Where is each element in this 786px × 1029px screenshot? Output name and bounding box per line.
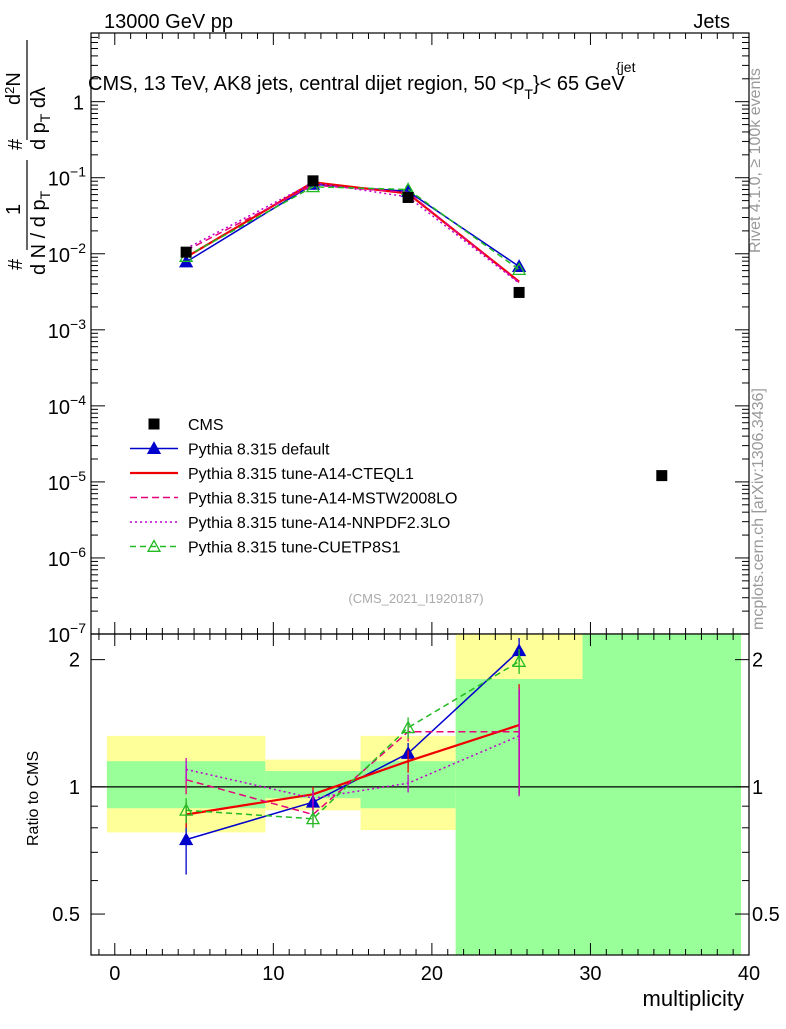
side-rivet-label: Rivet 4.1.0, ≥ 100k events bbox=[747, 68, 764, 253]
y-tick-label-exp: −5 bbox=[70, 468, 86, 484]
ratio-axes: 0 10 20 30 40 0.5 0.5 1 1 2 2 bbox=[52, 633, 780, 985]
ylabel-part-3: d N / d pT bbox=[28, 190, 53, 275]
x-tick-label: 10 bbox=[262, 963, 284, 985]
plot-title-main: CMS, 13 TeV, AK8 jets, central dijet reg… bbox=[88, 73, 524, 95]
y-tick-label-base: 10 bbox=[48, 169, 70, 191]
top-series-3-line bbox=[185, 181, 520, 284]
legend-cms-label: CMS bbox=[188, 417, 224, 434]
ratio-series-4-marker bbox=[179, 802, 194, 816]
y-tick-label-base: 10 bbox=[48, 549, 70, 571]
ratio-y-tick-label-right: 0.5 bbox=[752, 904, 780, 926]
ratio-series-1-line bbox=[185, 724, 520, 816]
legend-label-2: Pythia 8.315 tune-A14-MSTW2008LO bbox=[188, 491, 457, 508]
y-tick-label: 10−1 bbox=[48, 164, 86, 191]
y-tick-label-base: 10 bbox=[48, 397, 70, 419]
ylabel-part-1: # bbox=[5, 258, 27, 270]
x-tick-label: 30 bbox=[579, 963, 601, 985]
ratio-ylabel: Ratio to CMS bbox=[25, 751, 42, 846]
legend-label-4: Pythia 8.315 tune-CUETP8S1 bbox=[188, 540, 401, 557]
y-tick-label-base: 10 bbox=[48, 625, 70, 647]
legend-cms-marker bbox=[148, 418, 160, 430]
y-tick-label: 10−5 bbox=[48, 468, 86, 495]
top-axes: 10−710−610−510−410−310−210−11 bbox=[48, 32, 750, 647]
plot-title-sup: {jet bbox=[616, 59, 636, 75]
ratio-y-tick-label-right: 1 bbox=[752, 777, 763, 799]
legend-label-1: Pythia 8.315 tune-A14-CTEQL1 bbox=[188, 466, 414, 483]
ratio-series-4-line bbox=[186, 660, 520, 820]
ratio-y-tick-label: 0.5 bbox=[52, 904, 80, 926]
cms-data-point bbox=[180, 246, 192, 258]
ylabel-part-5: d2N bbox=[2, 72, 25, 105]
legend-label-3: Pythia 8.315 tune-A14-NNPDF2.3LO bbox=[188, 515, 450, 532]
y-tick-label-base: 10 bbox=[48, 245, 70, 267]
ratio-y-tick-label-right: 2 bbox=[752, 650, 763, 672]
y-tick-label-exp: −4 bbox=[70, 392, 86, 408]
y-tick-label: 10−2 bbox=[48, 240, 86, 267]
legend-label-0: Pythia 8.315 default bbox=[188, 442, 330, 459]
y-tick-label-exp: −1 bbox=[70, 164, 86, 180]
y-tick-label-exp: −7 bbox=[70, 620, 86, 636]
plot-title-sub: T bbox=[524, 86, 533, 102]
side-mcplots-label: mcplots.cern.ch [arXiv:1306.3436] bbox=[750, 388, 767, 630]
y-tick-label: 1 bbox=[73, 93, 84, 115]
legend-marker-0 bbox=[146, 441, 162, 454]
plot-title: CMS, 13 TeV, AK8 jets, central dijet reg… bbox=[88, 73, 625, 102]
ratio-y-tick-label: 2 bbox=[69, 650, 80, 672]
top-ylabel: # 1 d N / d pT # d2N d pT dλ bbox=[2, 40, 53, 275]
y-tick-label-exp: −6 bbox=[70, 544, 86, 560]
ratio-band-green bbox=[582, 634, 742, 955]
cms-data-point bbox=[307, 175, 319, 187]
ratio-series-4-marker bbox=[305, 811, 321, 825]
cms-data-point bbox=[656, 470, 668, 482]
ratio-frame bbox=[90, 633, 750, 956]
x-axis-label: multiplicity bbox=[643, 986, 744, 1011]
x-tick-label: 0 bbox=[109, 963, 120, 985]
y-tick-label-exp: −3 bbox=[70, 316, 86, 332]
ylabel-part-2: 1 bbox=[3, 204, 25, 215]
header-right: Jets bbox=[693, 11, 730, 33]
legend-marker-4 bbox=[146, 539, 162, 552]
y-tick-label-base: 10 bbox=[48, 473, 70, 495]
analysis-watermark: (CMS_2021_I1920187) bbox=[348, 591, 483, 606]
x-tick-label: 20 bbox=[421, 963, 443, 985]
ratio-series-0-marker bbox=[179, 832, 194, 846]
plot-title-tail: }< 65 GeV bbox=[533, 73, 625, 95]
ratio-series-2-line bbox=[185, 731, 520, 816]
top-series-4-marker bbox=[511, 262, 527, 276]
y-tick-label: 10−4 bbox=[48, 392, 86, 419]
cms-data-point bbox=[402, 191, 414, 203]
y-tick-label: 10−7 bbox=[48, 620, 86, 647]
ratio-series-4-marker bbox=[401, 720, 416, 734]
y-tick-label-exp: −2 bbox=[70, 240, 86, 256]
y-tick-label: 10−6 bbox=[48, 544, 86, 571]
ratio-series-group bbox=[179, 638, 527, 875]
cms-data-point bbox=[513, 286, 525, 298]
ylabel-part-4: # bbox=[5, 138, 27, 150]
ratio-series-3-line bbox=[185, 735, 520, 799]
ratio-panel bbox=[91, 634, 749, 955]
ratio-y-tick-label: 1 bbox=[69, 777, 80, 799]
y-tick-label: 10−3 bbox=[48, 316, 86, 343]
top-series-group bbox=[179, 175, 668, 482]
header-left: 13000 GeV pp bbox=[104, 11, 233, 33]
ylabel-part-6: d pT dλ bbox=[28, 87, 53, 150]
legend: CMS Pythia 8.315 default Pythia 8.315 tune… bbox=[130, 417, 457, 557]
y-tick-label-base: 10 bbox=[48, 321, 70, 343]
top-series-4-line bbox=[185, 186, 520, 271]
ratio-series-4-marker bbox=[511, 654, 527, 667]
x-tick-label: 40 bbox=[738, 963, 760, 985]
